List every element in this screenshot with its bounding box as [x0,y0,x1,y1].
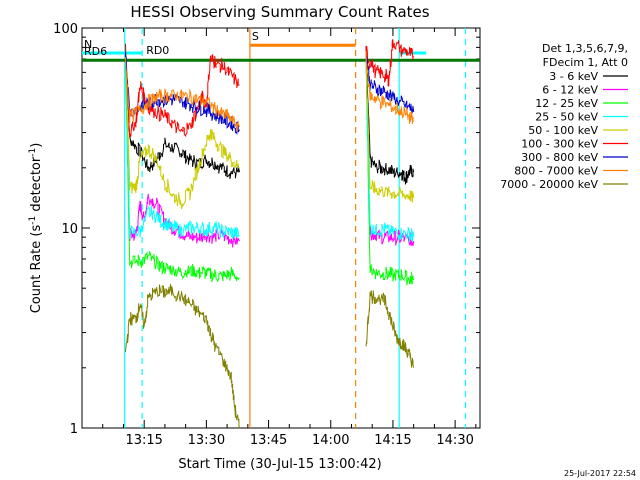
x-axis-label: Start Time (30-Jul-15 13:00:42) [178,457,381,472]
y-tick-label: 100 [53,22,78,37]
flag-label: RD6 [84,45,107,58]
legend-label: 100 - 300 keV [521,138,598,151]
x-tick-label: 14:15 [374,433,411,448]
chart-title: HESSI Observing Summary Count Rates [130,3,429,21]
y-tick-label: 10 [61,222,78,237]
series-line [365,54,415,203]
legend-label: 3 - 6 keV [549,70,598,83]
series-line [125,43,240,138]
series-line [365,290,415,368]
series-line [125,56,240,239]
series-line [365,55,415,243]
flag-label: S [252,30,259,43]
legend-label: 25 - 50 keV [535,111,598,124]
x-tick-label: 13:30 [188,433,225,448]
plot-area: 13:15 13:30 13:45 14:00 14:15 14:30 1 10 100 N RD0… [53,22,481,448]
x-tick-label: 13:45 [250,433,287,448]
flag-label: RD0 [146,44,169,57]
series-line [125,53,240,180]
flag-label: N [84,38,92,51]
legend-label: 6 - 12 keV [542,84,598,97]
x-tick-label: 14:00 [312,433,349,448]
series-line [365,54,415,286]
legend-title-line-2: FDecim 1, Att 0 [543,56,628,69]
series-line [125,284,240,429]
series-line [365,50,415,185]
timestamp: 25-Jul-2017 22:54 [564,469,636,478]
y-tick-label: 1 [70,422,78,437]
legend-label: 12 - 25 keV [535,97,598,110]
series-line [125,61,240,283]
series-line [365,50,414,124]
series-line [365,59,415,247]
series-line [365,39,414,87]
legend-label: 800 - 7000 keV [514,165,598,178]
legend-title-line-1: Det 1,3,5,6,7,9, [542,42,628,55]
y-axis-label: Count Rate (s-1 detector-1) [28,143,44,314]
series-line [365,51,415,115]
x-tick-label: 14:30 [436,433,473,448]
x-tick-label: 13:15 [125,433,162,448]
legend-label: 50 - 100 keV [528,124,598,137]
series-line [125,46,240,210]
legend-label: 300 - 800 keV [521,151,598,164]
legend: Det 1,3,5,6,7,9, FDecim 1, Att 0 3 - 6 k… [500,42,628,191]
series-line [125,57,240,132]
legend-label: 7000 - 20000 keV [500,178,598,191]
